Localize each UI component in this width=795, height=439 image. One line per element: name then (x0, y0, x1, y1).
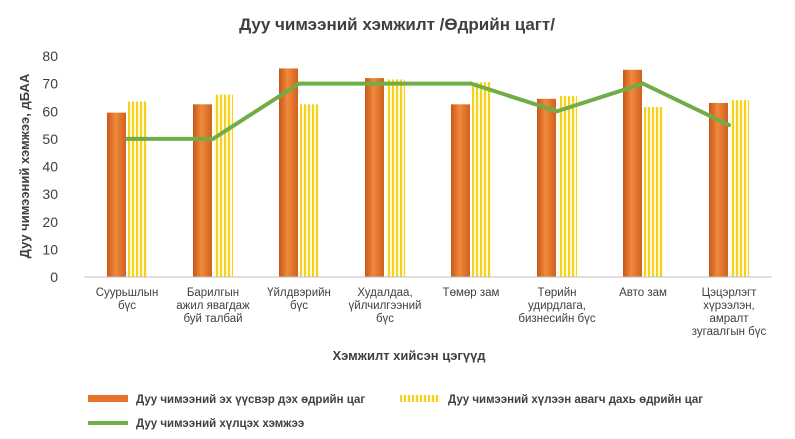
legend-item-limit: Дуу чимээний хүлцэх хэмжээ (88, 418, 304, 430)
legend: Дуу чимээний эх үүсвэр дэх өдрийн цаг Ду… (88, 394, 703, 430)
bar-source (623, 69, 642, 277)
legend-item-source: Дуу чимээний эх үүсвэр дэх өдрийн цаг (88, 394, 365, 406)
bar-receiver (214, 94, 233, 277)
chart-title: Дуу чимээний хэмжилт /Өдрийн цагт/ (239, 15, 555, 34)
x-tick-label: Барилгын ажил явагдаж буй талбай (176, 287, 250, 325)
line-limit-point (211, 136, 215, 141)
legend-swatch-source (88, 395, 128, 402)
bar-receiver (644, 107, 663, 277)
y-axis-ticks: 0 10 20 30 40 50 60 70 80 (42, 48, 58, 285)
legend-label-limit: Дуу чимээний хүлцэх хэмжээ (136, 418, 304, 430)
y-tick-label: 50 (42, 131, 58, 147)
x-tick-label: Авто зам (619, 287, 667, 299)
y-axis-label: Дуу чимээний хэмжээ, дБАА (17, 73, 32, 258)
bar-source (709, 102, 728, 278)
bar-receiver (730, 100, 749, 277)
line-limit (127, 81, 730, 141)
bar-receiver (128, 101, 147, 277)
bar-source (537, 98, 556, 277)
x-tick-label: Төрийн удирдлага, бизнесийн бүс (518, 287, 596, 325)
line-limit-point (297, 81, 301, 86)
x-tick-label: Цэцэрлэгт хүрээлэн, амралт зугаалгын бүс (692, 287, 767, 338)
y-tick-label: 80 (42, 48, 58, 64)
line-limit-point (469, 81, 473, 86)
legend-item-receiver: Дуу чимээний хүлээн авагч дахь өдрийн ца… (400, 394, 703, 406)
line-layer (125, 81, 731, 141)
line-limit-point (125, 136, 129, 141)
x-tick-label: Үйлдвэрийн бүс (267, 287, 331, 312)
bar-receiver (386, 79, 405, 277)
line-limit-point (555, 109, 559, 114)
y-tick-label: 10 (42, 241, 58, 257)
line-limit-point (727, 123, 731, 128)
bar-receiver (300, 104, 319, 277)
bars-layer (107, 68, 749, 278)
y-tick-label: 70 (42, 76, 58, 92)
bar-receiver (472, 82, 491, 278)
bar-source (107, 112, 126, 277)
y-tick-label: 0 (50, 269, 58, 285)
legend-swatch-receiver (400, 395, 440, 402)
x-axis-labels: Суурьшлын бүс Барилгын ажил явагдаж буй талб… (96, 287, 767, 338)
legend-label-source: Дуу чимээний эх үүсвэр дэх өдрийн цаг (136, 394, 365, 406)
x-axis-label: Хэмжилт хийсэн цэгүүд (332, 348, 486, 363)
x-tick-label: Суурьшлын бүс (96, 287, 159, 312)
bar-receiver (558, 96, 577, 278)
x-tick-label: Худалдаа, үйлчилгээний бүс (349, 287, 422, 325)
bar-source (279, 68, 298, 278)
line-limit-point (641, 81, 645, 86)
y-tick-label: 30 (42, 186, 58, 202)
line-limit-point (383, 81, 387, 86)
bar-source (451, 104, 470, 277)
y-tick-label: 40 (42, 159, 58, 175)
x-tick-label: Төмөр зам (443, 287, 500, 299)
y-tick-label: 60 (42, 103, 58, 119)
legend-label-receiver: Дуу чимээний хүлээн авагч дахь өдрийн ца… (448, 394, 703, 406)
y-tick-label: 20 (42, 214, 58, 230)
bar-source (193, 104, 212, 277)
bar-source (365, 78, 384, 277)
